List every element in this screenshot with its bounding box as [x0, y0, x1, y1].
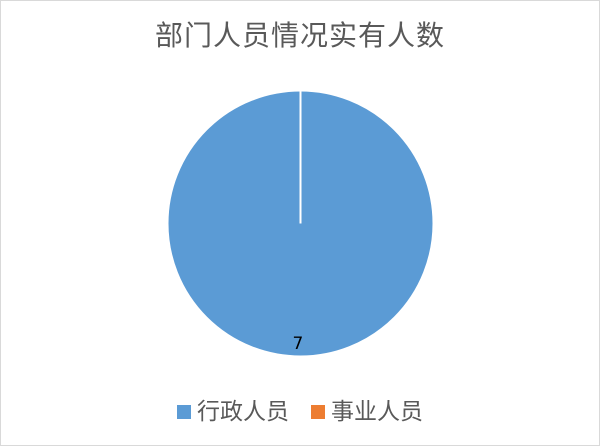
chart-title: 部门人员情况实有人数	[154, 19, 445, 52]
legend-item: 事业人员	[311, 392, 423, 426]
legend-item: 行政人员	[177, 392, 289, 426]
legend-label: 事业人员	[331, 399, 423, 425]
data-label: 7	[293, 334, 304, 354]
legend: 行政人员 事业人员	[0, 392, 600, 426]
legend-swatch	[177, 405, 191, 419]
legend-swatch	[311, 405, 325, 419]
legend-label: 行政人员	[197, 399, 289, 425]
